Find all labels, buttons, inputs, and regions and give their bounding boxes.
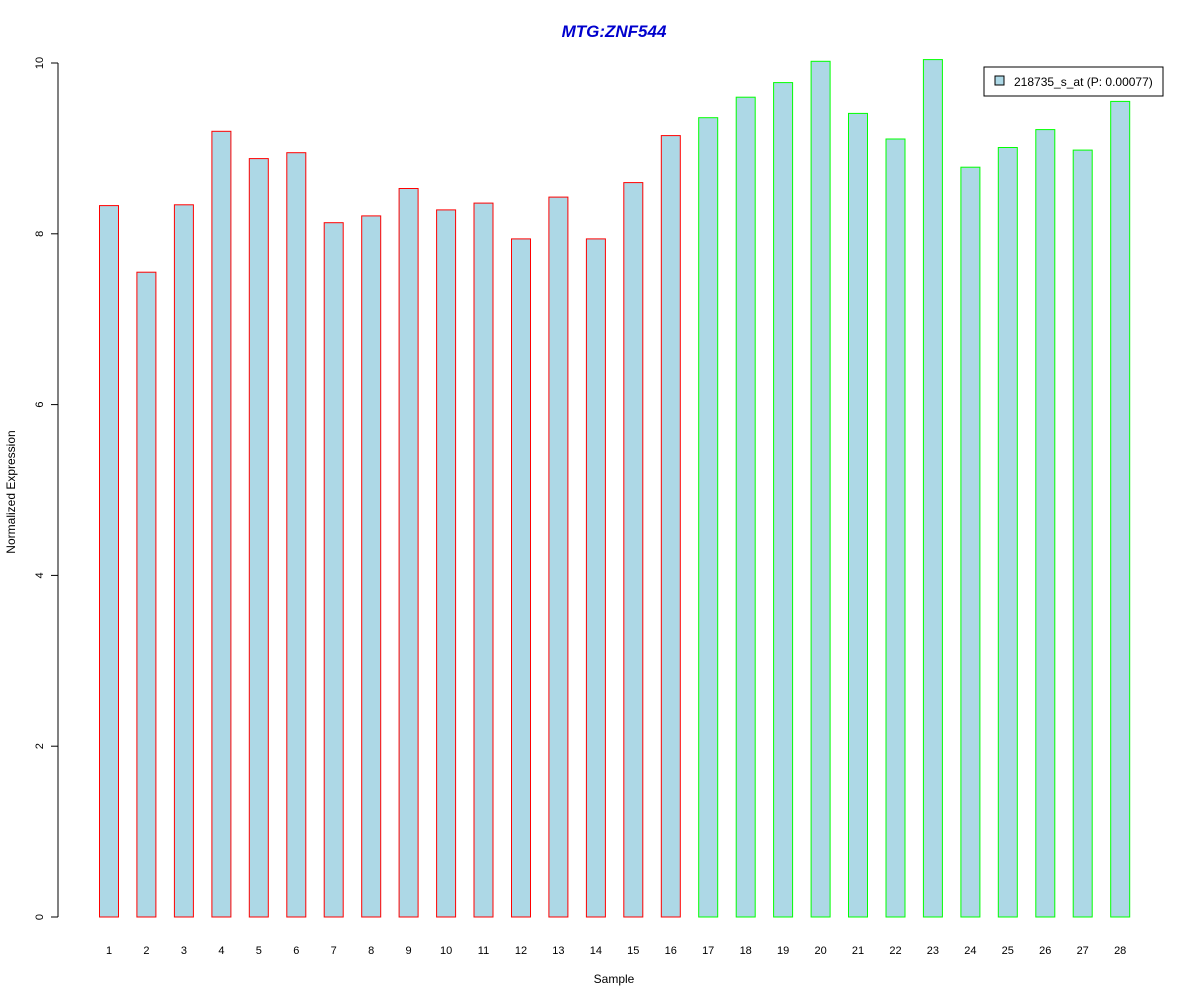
x-tick-label: 22	[889, 945, 901, 957]
y-tick-label: 4	[34, 572, 46, 578]
x-tick-label: 25	[1002, 945, 1014, 957]
bar	[848, 112, 868, 918]
x-tick-label: 12	[515, 945, 527, 957]
bar	[173, 204, 194, 918]
x-tick-label: 14	[590, 945, 602, 957]
bar	[1035, 129, 1056, 918]
x-tick-label: 10	[440, 945, 452, 957]
x-tick-label: 7	[331, 945, 337, 957]
x-tick-label: 26	[1039, 945, 1051, 957]
x-tick-label: 21	[852, 945, 864, 957]
x-tick-label: 19	[777, 945, 789, 957]
x-tick-label: 3	[181, 945, 187, 957]
bar	[735, 96, 756, 918]
bar	[548, 196, 569, 918]
legend: 218735_s_at (P: 0.00077)	[983, 66, 1164, 97]
x-tick-label: 20	[814, 945, 826, 957]
bar	[361, 215, 382, 918]
bar	[773, 82, 794, 918]
bar	[960, 166, 981, 918]
x-tick-label: 13	[552, 945, 564, 957]
bar	[623, 182, 644, 918]
bar	[286, 152, 307, 918]
bar	[660, 135, 681, 918]
x-tick-label: 9	[406, 945, 412, 957]
bar	[436, 209, 457, 918]
bar	[511, 238, 531, 918]
bar	[398, 188, 419, 918]
legend-label: 218735_s_at (P: 0.00077)	[1014, 75, 1153, 89]
bar	[99, 205, 119, 918]
y-axis-label: Normalized Expression	[4, 430, 18, 553]
chart-title: MTG:ZNF544	[562, 22, 667, 41]
x-tick-labels: 1 2 3 4 5 6 7 8 9 10 11 12 13 14 15 16 17 18 19 20 21 22 23 24 2…	[106, 945, 1126, 957]
x-tick-label: 4	[218, 945, 224, 957]
y-tick-label: 8	[34, 231, 46, 237]
x-tick-label: 18	[740, 945, 752, 957]
bar	[248, 158, 269, 918]
x-tick-label: 16	[665, 945, 677, 957]
bar	[922, 59, 943, 918]
bar	[473, 202, 494, 918]
x-tick-label: 27	[1077, 945, 1089, 957]
x-tick-label: 5	[256, 945, 262, 957]
bar	[323, 222, 344, 918]
x-tick-label: 11	[478, 945, 489, 957]
x-tick-label: 17	[702, 945, 714, 957]
bar	[1110, 100, 1131, 918]
bar	[885, 138, 906, 918]
y-tick-label: 2	[34, 743, 46, 749]
bars-group	[99, 59, 1131, 918]
y-tick-label: 0	[34, 914, 46, 920]
x-tick-label: 28	[1114, 945, 1126, 957]
legend-swatch	[994, 75, 1005, 86]
x-tick-label: 23	[927, 945, 939, 957]
bar	[698, 117, 719, 918]
x-tick-label: 6	[293, 945, 299, 957]
x-tick-label: 2	[143, 945, 149, 957]
x-axis-label: Sample	[594, 972, 635, 986]
x-tick-label: 15	[627, 945, 639, 957]
x-tick-label: 1	[106, 945, 112, 957]
y-axis: 0 2 4 6 8 10	[34, 57, 59, 920]
bar	[1072, 149, 1093, 918]
x-tick-label: 8	[368, 945, 374, 957]
bar	[211, 130, 232, 918]
x-tick-label: 24	[964, 945, 976, 957]
y-tick-label: 6	[34, 402, 46, 408]
bar	[810, 60, 831, 918]
bar	[585, 238, 606, 918]
bar	[997, 147, 1018, 918]
legend-box	[983, 66, 1164, 97]
y-tick-label: 10	[34, 57, 46, 69]
bar	[136, 271, 157, 918]
